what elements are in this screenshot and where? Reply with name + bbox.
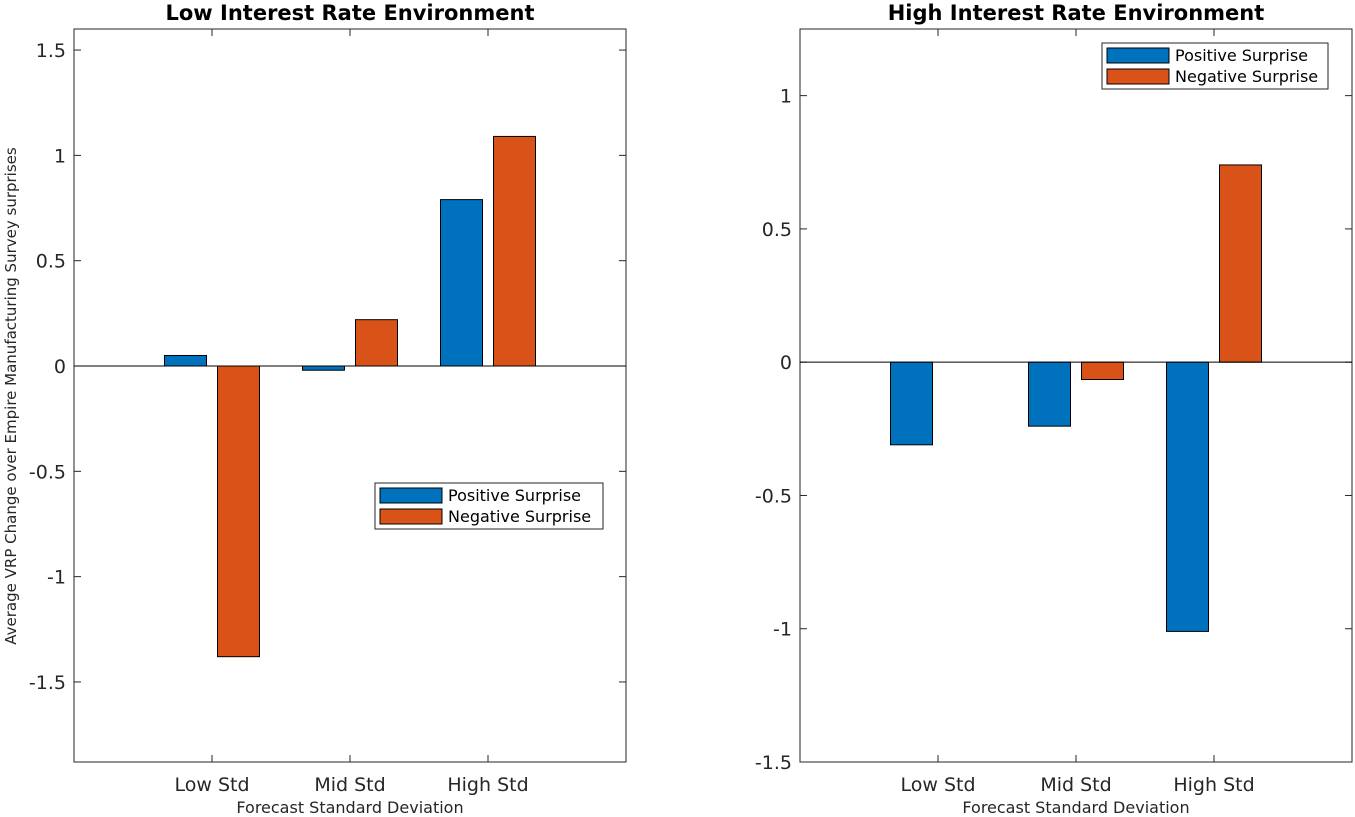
x-tick-label: Mid Std [314,774,385,796]
legend-swatch [379,487,443,504]
plot-area [799,28,1353,763]
y-tick-label: 0.5 [36,251,66,273]
x-axis-label: Forecast Standard Deviation [236,798,463,817]
legend-swatch [379,508,443,525]
legend-label: Positive Surprise [448,486,581,505]
x-axis-label: Forecast Standard Deviation [962,798,1189,817]
y-tick-label: 1 [54,145,66,167]
legend-swatch [1106,68,1170,85]
chart-title: High Interest Rate Environment [888,1,1265,25]
bar-negative [355,319,398,367]
legend-label: Negative Surprise [448,507,591,526]
y-tick-label: 0 [54,356,66,378]
x-tick-label: Low Std [900,774,975,796]
chart-title: Low Interest Rate Environment [166,1,535,25]
x-tick-label: Low Std [174,774,249,796]
bar-positive [1028,361,1071,427]
x-tick-label: High Std [447,774,528,796]
legend-label: Positive Surprise [1175,46,1308,65]
y-tick-label: -0.5 [755,485,792,507]
legend-label: Negative Surprise [1175,67,1318,86]
bar-negative [217,365,260,658]
chart-panel-high-rate: High Interest Rate Environment Forecast … [755,1,1353,817]
plot-area [73,28,627,763]
bar-positive [440,199,483,367]
bar-positive [164,354,207,367]
y-tick-label: 0.5 [762,219,792,241]
y-tick-label: 1.5 [36,40,66,62]
bar-negative [1219,164,1262,363]
y-tick-label: -1 [47,567,66,589]
bar-negative [1081,361,1124,381]
bar-positive [890,361,933,446]
chart-panel-low-rate: Low Interest Rate Environment Average VR… [2,1,627,817]
y-tick-label: 1 [780,86,792,108]
x-tick-label: High Std [1173,774,1254,796]
y-tick-label: -1.5 [29,672,66,694]
y-tick-label: -1 [773,619,792,641]
y-tick-label: -1.5 [755,752,792,774]
x-tick-label: Mid Std [1040,774,1111,796]
y-axis-label: Average VRP Change over Empire Manufactu… [2,147,20,645]
y-tick-label: 0 [780,352,792,374]
bar-positive [302,365,345,371]
y-tick-label: -0.5 [29,461,66,483]
legend-swatch [1106,47,1170,64]
bar-negative [493,135,536,367]
bar-positive [1166,361,1209,632]
